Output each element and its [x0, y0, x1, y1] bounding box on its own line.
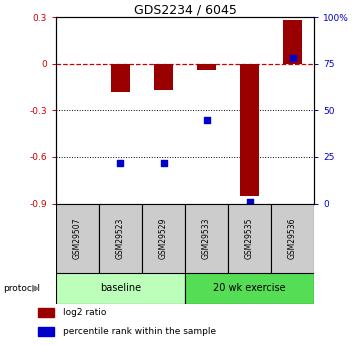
- Point: [290, 56, 295, 61]
- Bar: [185, 273, 314, 304]
- Text: GSM29523: GSM29523: [116, 217, 125, 259]
- Bar: [111, 64, 130, 92]
- Text: baseline: baseline: [100, 283, 141, 293]
- Bar: [197, 64, 216, 70]
- Bar: [271, 204, 314, 273]
- Point: [118, 160, 123, 165]
- Bar: [99, 204, 142, 273]
- Point: [204, 117, 209, 122]
- Bar: [56, 273, 185, 304]
- Text: protocol: protocol: [4, 284, 40, 293]
- Bar: [154, 64, 173, 90]
- Bar: [56, 204, 99, 273]
- Text: GSM29536: GSM29536: [288, 217, 297, 259]
- Bar: [228, 204, 271, 273]
- Text: percentile rank within the sample: percentile rank within the sample: [63, 327, 216, 336]
- Text: GSM29507: GSM29507: [73, 217, 82, 259]
- Point: [247, 199, 252, 205]
- Point: [161, 160, 166, 165]
- Text: ▶: ▶: [32, 283, 39, 293]
- Bar: [283, 20, 302, 64]
- Text: GSM29529: GSM29529: [159, 217, 168, 259]
- Bar: [185, 204, 228, 273]
- Bar: [240, 64, 259, 196]
- Title: GDS2234 / 6045: GDS2234 / 6045: [134, 3, 236, 16]
- Bar: [38, 308, 55, 317]
- Text: log2 ratio: log2 ratio: [63, 308, 106, 317]
- Bar: [142, 204, 185, 273]
- Text: GSM29535: GSM29535: [245, 217, 254, 259]
- Bar: [38, 327, 55, 336]
- Text: 20 wk exercise: 20 wk exercise: [213, 283, 286, 293]
- Text: GSM29533: GSM29533: [202, 217, 211, 259]
